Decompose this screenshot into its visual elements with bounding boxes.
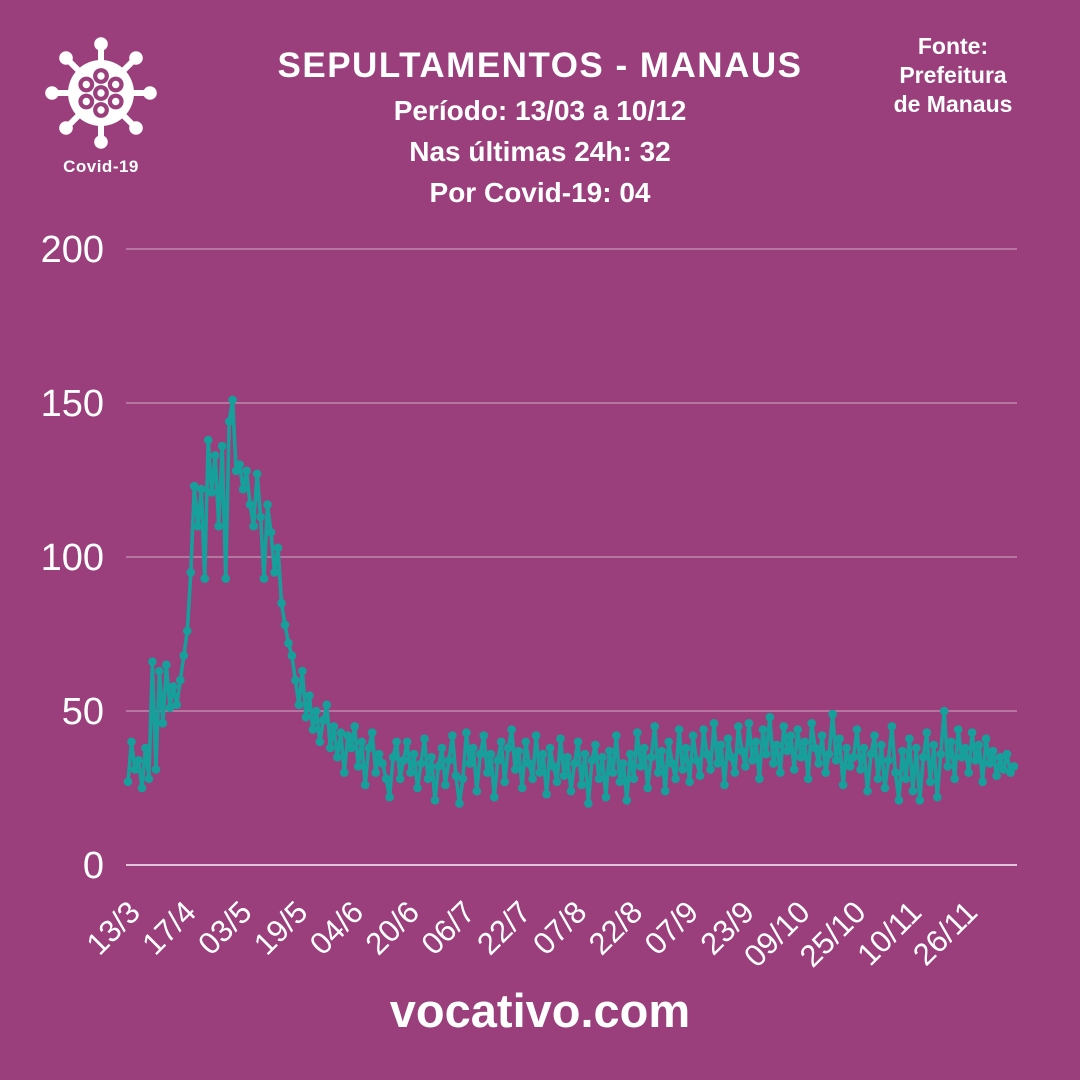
data-points [123,395,1019,808]
svg-text:07/8: 07/8 [526,894,593,961]
subtitle-period: Período: 13/03 a 10/12 [393,95,687,126]
svg-text:13/3: 13/3 [80,894,147,961]
svg-text:03/5: 03/5 [191,894,258,961]
virus-icon [45,37,157,149]
subtitle-by-covid: Por Covid-19: 04 [429,177,651,208]
svg-text:22/8: 22/8 [582,894,649,961]
svg-text:25/10: 25/10 [793,894,873,974]
svg-text:19/5: 19/5 [247,894,314,961]
x-tick-labels: 13/317/403/519/504/620/606/722/707/822/8… [80,894,985,974]
source-line-1: Fonte: [917,33,989,59]
subtitle-last24h: Nas últimas 24h: 32 [409,136,671,167]
svg-text:04/6: 04/6 [303,894,370,961]
source-note: Fonte: Prefeitura de Manaus [868,32,1038,119]
y-tick-labels: 0 50 100 150 200 [41,229,104,887]
svg-text:100: 100 [41,537,104,579]
svg-text:26/11: 26/11 [906,894,984,972]
svg-text:20/6: 20/6 [359,894,426,961]
svg-text:200: 200 [41,229,104,271]
source-line-2: Prefeitura [899,62,1007,88]
source-line-3: de Manaus [893,91,1013,117]
svg-text:150: 150 [41,383,104,425]
svg-text:10/11: 10/11 [850,894,928,972]
svg-text:07/9: 07/9 [638,894,705,961]
title-block: SEPULTAMENTOS - MANAUS Período: 13/03 a … [0,46,1080,209]
covid-badge-label: Covid-19 [63,157,139,176]
site-watermark: vocativo.com [389,984,691,1037]
svg-text:22/7: 22/7 [470,894,537,961]
svg-text:50: 50 [62,691,104,733]
svg-text:06/7: 06/7 [414,894,481,961]
svg-text:0: 0 [83,845,104,887]
covid-badge: Covid-19 [44,36,158,177]
svg-text:17/4: 17/4 [135,894,202,961]
page-title: SEPULTAMENTOS - MANAUS [277,46,803,85]
